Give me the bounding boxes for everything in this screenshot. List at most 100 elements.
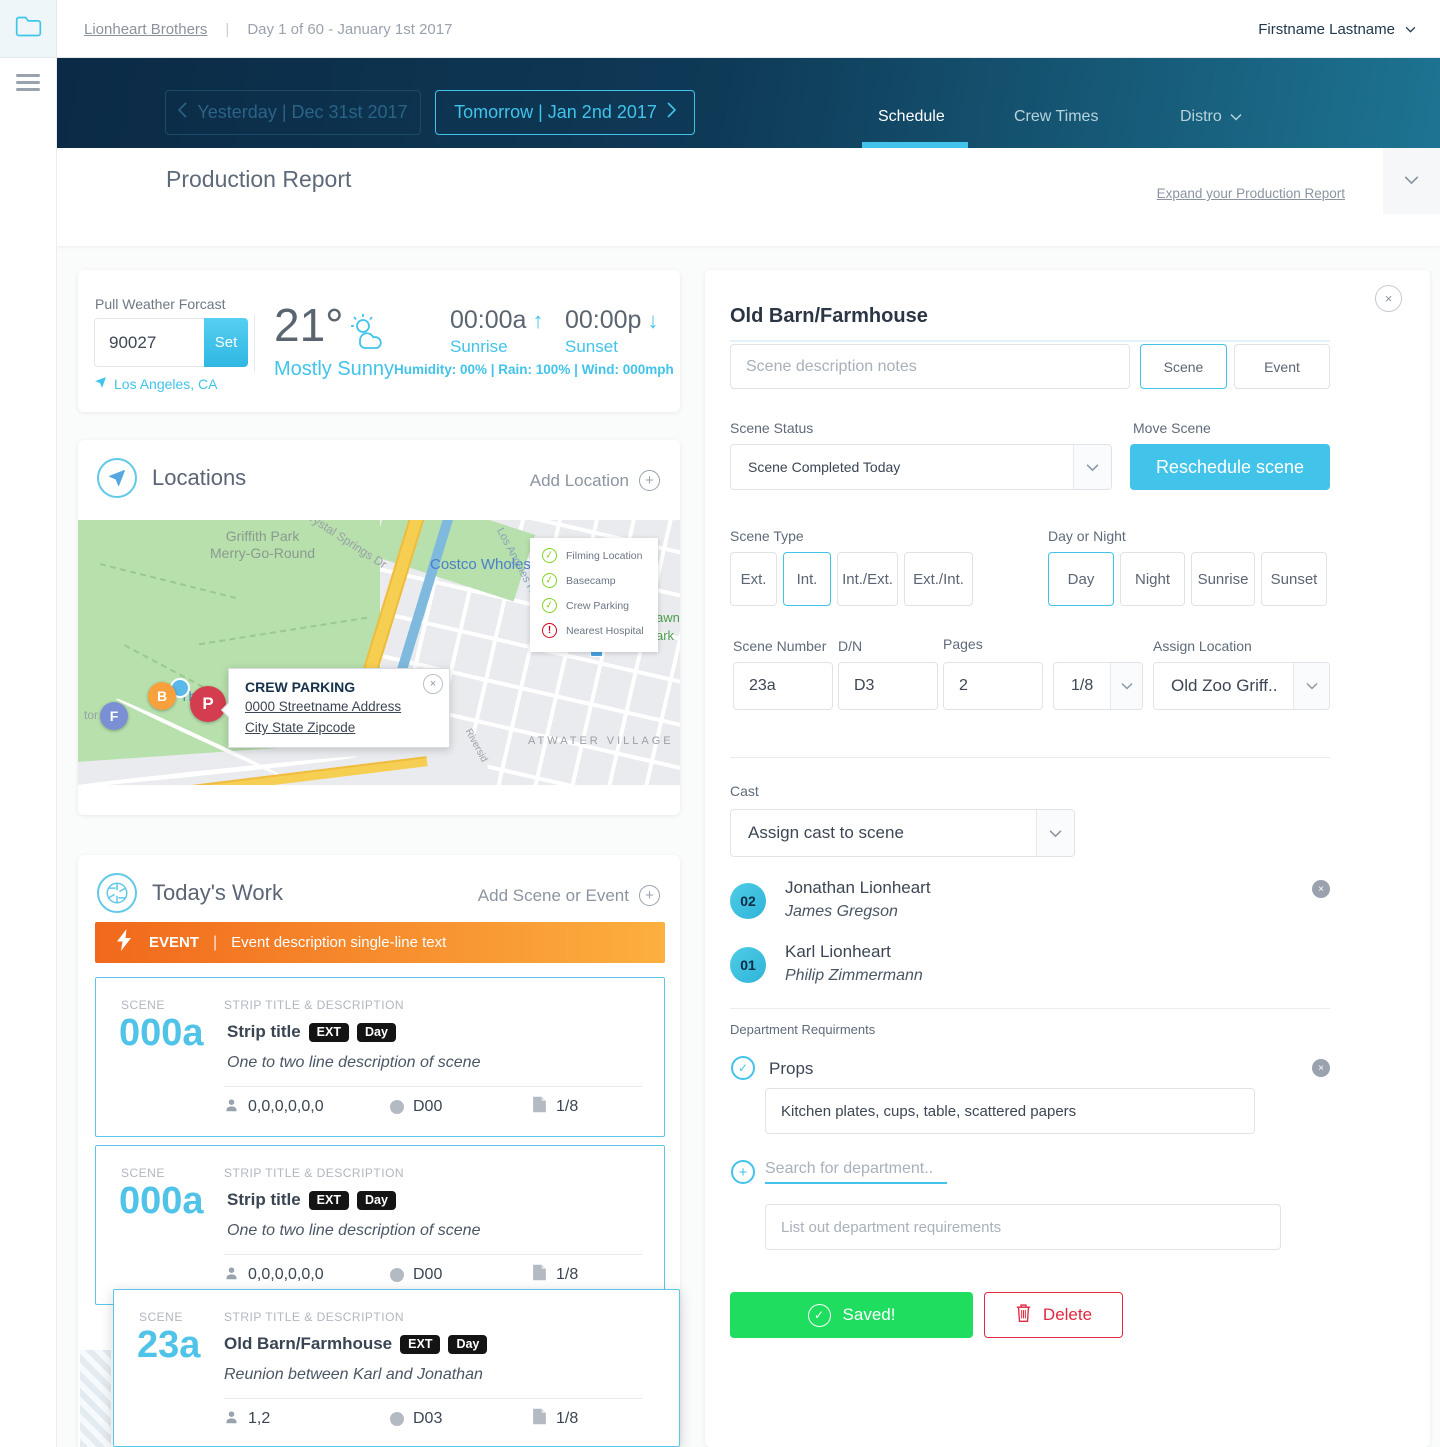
locations-map[interactable]: Griffith Park Merry-Go-Round Crystal Spr… bbox=[78, 520, 680, 785]
divider bbox=[254, 315, 255, 372]
scene-type-ext-int[interactable]: Ext./Int. bbox=[904, 552, 973, 606]
zip-input[interactable] bbox=[94, 318, 204, 367]
map-edge-label: awn bbox=[656, 610, 680, 625]
add-location-button[interactable]: Add Location + bbox=[530, 470, 660, 491]
scene-status-label: Scene Status bbox=[730, 420, 814, 436]
scene-notes-input[interactable] bbox=[730, 344, 1130, 389]
legend-crew-parking: ✓ Crew Parking bbox=[540, 596, 658, 615]
page-icon bbox=[532, 1408, 547, 1430]
strip-title: Old Barn/Farmhouse bbox=[224, 1334, 393, 1353]
location-arrow-icon bbox=[94, 376, 107, 392]
daynight-sunrise[interactable]: Sunrise bbox=[1191, 552, 1255, 606]
map-edge-label: ark bbox=[656, 628, 675, 643]
map-legend: ✓ Filming Location ✓ Basecamp ✓ Crew Par… bbox=[530, 538, 658, 652]
chevron-down-icon bbox=[1110, 663, 1142, 709]
popup-title: CREW PARKING bbox=[245, 679, 356, 695]
daynight-night[interactable]: Night bbox=[1120, 552, 1185, 606]
toggle-scene-button[interactable]: Scene bbox=[1140, 344, 1227, 389]
map-marker-parking[interactable]: P bbox=[190, 686, 226, 722]
scene-detail-panel: × Old Barn/Farmhouse Scene Event Scene S… bbox=[705, 270, 1430, 1447]
scene-number-input[interactable] bbox=[733, 662, 833, 710]
tab-schedule[interactable]: Schedule bbox=[878, 108, 945, 126]
pages-input[interactable] bbox=[943, 662, 1043, 710]
pages-fraction-select[interactable]: 1/8 bbox=[1053, 662, 1143, 710]
scene-type-int-ext[interactable]: Int./Ext. bbox=[837, 552, 898, 606]
breadcrumb: Lionheart Brothers | Day 1 of 60 - Janua… bbox=[84, 0, 452, 58]
compass-icon bbox=[97, 458, 137, 498]
day-dot-icon bbox=[390, 1412, 404, 1426]
department-check-icon[interactable]: ✓ bbox=[731, 1056, 755, 1080]
department-requirements-input[interactable]: Kitchen plates, cups, table, scattered p… bbox=[765, 1088, 1255, 1134]
event-description: Event description single-line text bbox=[231, 934, 447, 951]
weather-stats: Humidity: 00% | Rain: 100% | Wind: 000mp… bbox=[394, 362, 674, 377]
shoot-day-code: D00 bbox=[413, 1098, 443, 1115]
remove-department-icon[interactable]: × bbox=[1312, 1059, 1330, 1077]
remove-cast-icon[interactable]: × bbox=[1312, 880, 1330, 898]
sunset-time: 00:00p bbox=[565, 306, 642, 334]
list-requirements-input[interactable] bbox=[765, 1204, 1281, 1250]
yesterday-button[interactable]: Yesterday | Dec 31st 2017 bbox=[165, 90, 421, 135]
strip-title: Strip title bbox=[227, 1190, 301, 1209]
popup-address-line2[interactable]: City State Zipcode bbox=[245, 720, 356, 735]
event-strip[interactable]: EVENT | Event description single-line te… bbox=[95, 922, 665, 963]
sunrise-block: 00:00a ↑ Sunrise bbox=[450, 306, 543, 357]
scene-column-label: SCENE bbox=[121, 1166, 165, 1180]
scene-number: 000a bbox=[119, 1012, 204, 1054]
assign-cast-select[interactable]: Assign cast to scene bbox=[730, 809, 1075, 857]
strip-title: Strip title bbox=[227, 1022, 301, 1041]
person-icon bbox=[224, 1265, 239, 1286]
map-marker-filming[interactable]: F bbox=[100, 702, 128, 730]
yesterday-label: Yesterday | Dec 31st 2017 bbox=[197, 102, 408, 122]
todays-work-title: Today's Work bbox=[152, 880, 283, 905]
assign-location-select[interactable]: Old Zoo Griff.. bbox=[1153, 662, 1330, 710]
weather-location[interactable]: Los Angeles, CA bbox=[94, 376, 218, 392]
tab-crew-times[interactable]: Crew Times bbox=[1014, 108, 1098, 126]
plus-icon: + bbox=[639, 885, 660, 906]
schedule-header: Yesterday | Dec 31st 2017 Tomorrow | Jan… bbox=[56, 58, 1440, 148]
sunset-label: Sunset bbox=[565, 337, 618, 356]
brand-link[interactable]: Lionheart Brothers bbox=[84, 20, 208, 38]
strip-meta: 0,0,0,0,0,0 D00 1/8 bbox=[224, 1096, 578, 1118]
cast-number-badge: 01 bbox=[730, 947, 766, 983]
daynight-sunset[interactable]: Sunset bbox=[1261, 552, 1327, 606]
drag-placeholder bbox=[80, 1350, 111, 1447]
chevron-down-icon bbox=[1036, 810, 1074, 856]
scene-status-select[interactable]: Scene Completed Today bbox=[730, 444, 1112, 490]
saved-button[interactable]: ✓ Saved! bbox=[730, 1292, 973, 1338]
chevron-left-icon bbox=[178, 102, 187, 123]
delete-button[interactable]: Delete bbox=[984, 1292, 1123, 1338]
divider bbox=[730, 757, 1330, 758]
check-circle-icon: ✓ bbox=[807, 1303, 831, 1327]
scene-type-ext[interactable]: Ext. bbox=[730, 552, 777, 606]
add-scene-or-event-button[interactable]: Add Scene or Event + bbox=[478, 885, 660, 906]
popup-address-line1[interactable]: 0000 Streetname Address bbox=[245, 699, 402, 714]
search-department-input[interactable] bbox=[765, 1160, 947, 1184]
strip-column-label: STRIP TITLE & DESCRIPTION bbox=[224, 998, 405, 1012]
tomorrow-button[interactable]: Tomorrow | Jan 2nd 2017 bbox=[435, 90, 695, 135]
user-name: Firstname Lastname bbox=[1258, 20, 1395, 38]
scene-strip[interactable]: SCENE 000a STRIP TITLE & DESCRIPTION Str… bbox=[95, 1145, 665, 1305]
reschedule-scene-button[interactable]: Reschedule scene bbox=[1130, 444, 1330, 490]
tab-distro[interactable]: Distro bbox=[1180, 108, 1242, 126]
scene-type-int[interactable]: Int. bbox=[783, 552, 831, 606]
add-department-icon[interactable]: + bbox=[731, 1160, 755, 1184]
close-icon[interactable]: × bbox=[1375, 285, 1402, 312]
daynight-day[interactable]: Day bbox=[1048, 552, 1114, 606]
dn-input[interactable] bbox=[838, 662, 938, 710]
scene-strip-dragging[interactable]: SCENE 23a STRIP TITLE & DESCRIPTION Old … bbox=[113, 1289, 680, 1447]
toggle-event-button[interactable]: Event bbox=[1234, 344, 1330, 389]
pages-fraction-value: 1/8 bbox=[1071, 677, 1094, 694]
cast-name: Jonathan Lionheart bbox=[785, 878, 931, 897]
app-logo[interactable] bbox=[0, 0, 57, 58]
close-icon[interactable]: × bbox=[423, 674, 443, 694]
user-menu[interactable]: Firstname Lastname bbox=[1258, 0, 1416, 58]
menu-icon[interactable] bbox=[16, 74, 40, 95]
scene-strip[interactable]: SCENE 000a STRIP TITLE & DESCRIPTION Str… bbox=[95, 977, 665, 1137]
chevron-right-icon bbox=[667, 102, 677, 123]
map-marker-basecamp[interactable]: B bbox=[148, 682, 176, 710]
set-zip-button[interactable]: Set bbox=[204, 318, 248, 367]
expand-report-toggle[interactable] bbox=[1383, 148, 1440, 214]
chevron-down-icon bbox=[1230, 108, 1242, 126]
sunset-block: 00:00p ↓ Sunset bbox=[565, 306, 658, 357]
expand-report-link[interactable]: Expand your Production Report bbox=[1156, 186, 1345, 201]
